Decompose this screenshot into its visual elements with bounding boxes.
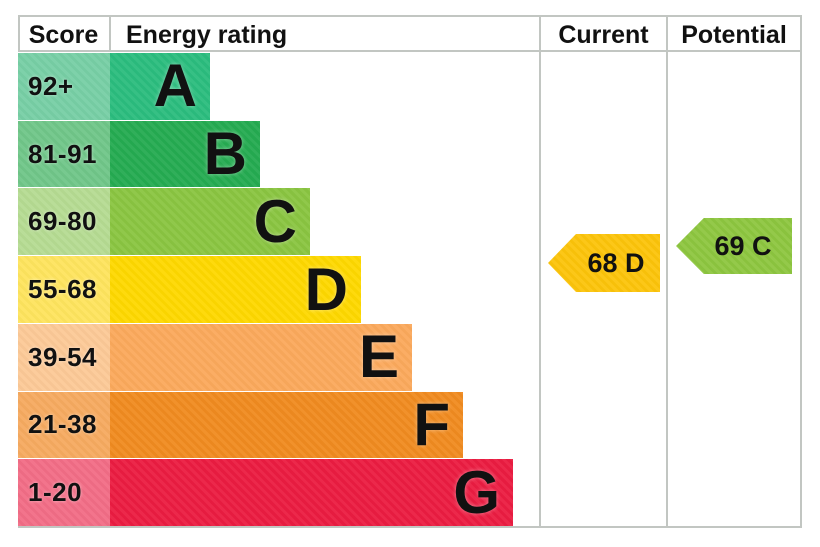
rating-band-row-c: 69-80 C <box>18 188 538 257</box>
score-range-c: 69-80 <box>18 188 110 256</box>
potential-column-divider <box>666 15 668 528</box>
current-rating-label: 68 D <box>587 247 645 278</box>
rating-bar-g: G <box>110 459 513 527</box>
header-left-border <box>18 15 20 52</box>
rating-bar-f: F <box>110 391 463 459</box>
score-range-a: 92+ <box>18 53 110 120</box>
potential-rating-label: 69 C <box>714 230 772 261</box>
rating-band-row-e: 39-54 E <box>18 323 538 392</box>
table-bottom-border <box>18 526 802 528</box>
score-range-f: 21-38 <box>18 391 110 459</box>
potential-rating-arrow: 69 C <box>676 218 792 274</box>
rating-bar-e: E <box>110 323 412 391</box>
header-current: Current <box>558 21 649 49</box>
rating-bar-b: B <box>110 120 260 188</box>
table-right-border <box>800 15 802 528</box>
rating-bands: 92+ A 81-91 B 69-80 C 55-68 D 39-54 E 21-38 F 1-20 G <box>18 53 538 527</box>
rating-bar-a: A <box>110 53 210 120</box>
rating-band-row-f: 21-38 F <box>18 391 538 460</box>
rating-band-row-d: 55-68 D <box>18 256 538 324</box>
table-top-border <box>18 15 802 17</box>
score-range-d: 55-68 <box>18 256 110 323</box>
header-potential: Potential <box>681 21 787 49</box>
header-divider-line <box>18 50 802 52</box>
score-column-divider <box>109 15 111 52</box>
header-energy-rating: Energy rating <box>126 21 288 49</box>
rating-bar-d: D <box>110 256 361 323</box>
score-range-e: 39-54 <box>18 323 110 391</box>
header-score: Score <box>28 21 99 49</box>
current-column-divider <box>539 15 541 528</box>
rating-bar-c: C <box>110 188 310 256</box>
rating-band-row-b: 81-91 B <box>18 120 538 189</box>
score-range-g: 1-20 <box>18 459 110 527</box>
current-rating-arrow: 68 D <box>548 234 660 292</box>
score-range-b: 81-91 <box>18 120 110 188</box>
rating-band-row-g: 1-20 G <box>18 459 538 527</box>
rating-band-row-a: 92+ A <box>18 53 538 121</box>
